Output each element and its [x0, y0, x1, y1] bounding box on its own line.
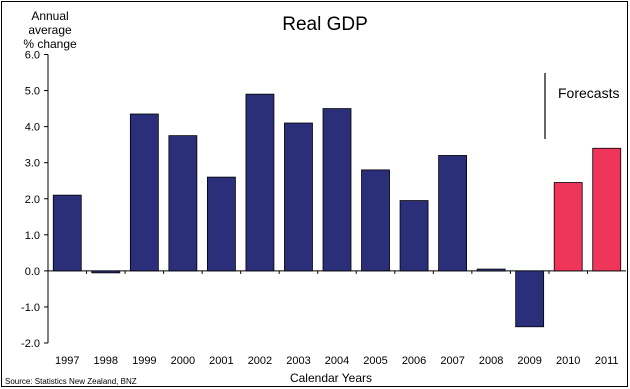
x-tick-label: 2007 — [440, 355, 464, 367]
x-tick-label: 2002 — [248, 355, 272, 367]
bar-2001 — [206, 176, 236, 272]
bar-2008 — [476, 268, 506, 272]
x-tick-label: 2008 — [479, 355, 503, 367]
bar-2005 — [361, 169, 390, 272]
y-tick-label: 5.0 — [25, 86, 40, 98]
x-tick-label: 2001 — [209, 355, 233, 367]
chart-title: Real GDP — [282, 14, 368, 35]
y-tick-label: 0.0 — [25, 266, 40, 278]
x-tick-label: 1998 — [94, 355, 118, 367]
y-tick-label: -1.0 — [21, 302, 40, 314]
bar-2004 — [322, 108, 352, 272]
bar-2009 — [515, 270, 545, 328]
bar-2006 — [399, 200, 429, 272]
y-tick-label: 4.0 — [25, 122, 40, 134]
bar-1999 — [129, 113, 159, 272]
y-tick-label: -2.0 — [21, 338, 40, 350]
y-tick-label: 3.0 — [25, 158, 40, 170]
bar-1998 — [91, 270, 121, 274]
y-axis-label: Annual average % change — [23, 9, 77, 51]
bar-2007 — [438, 155, 468, 272]
bar-2002 — [245, 93, 275, 272]
bar-2010 — [553, 182, 583, 272]
x-tick-label: 2003 — [286, 355, 310, 367]
forecasts-annotation: Forecasts — [558, 85, 620, 101]
x-tick-label: 1997 — [55, 355, 79, 367]
x-tick-label: 2000 — [171, 355, 195, 367]
x-tick-label: 2010 — [556, 355, 580, 367]
x-tick-label: 2006 — [402, 355, 426, 367]
x-axis-label: Calendar Years — [289, 371, 373, 385]
source-note: Source: Statistics New Zealand, BNZ — [5, 377, 137, 386]
bar-1997 — [52, 194, 82, 272]
x-tick-label: 2009 — [517, 355, 541, 367]
y-tick-label: 2.0 — [25, 194, 40, 206]
bar-2000 — [168, 135, 198, 272]
bar-2011 — [592, 147, 622, 272]
x-tick-label: 2011 — [595, 355, 619, 367]
bar-2003 — [284, 122, 313, 272]
x-tick-label: 2005 — [363, 355, 387, 367]
x-tick-label: 2004 — [325, 355, 349, 367]
y-tick-label: 1.0 — [25, 230, 40, 242]
y-tick-label: 6.0 — [25, 50, 40, 62]
x-tick-label: 1999 — [132, 355, 156, 367]
